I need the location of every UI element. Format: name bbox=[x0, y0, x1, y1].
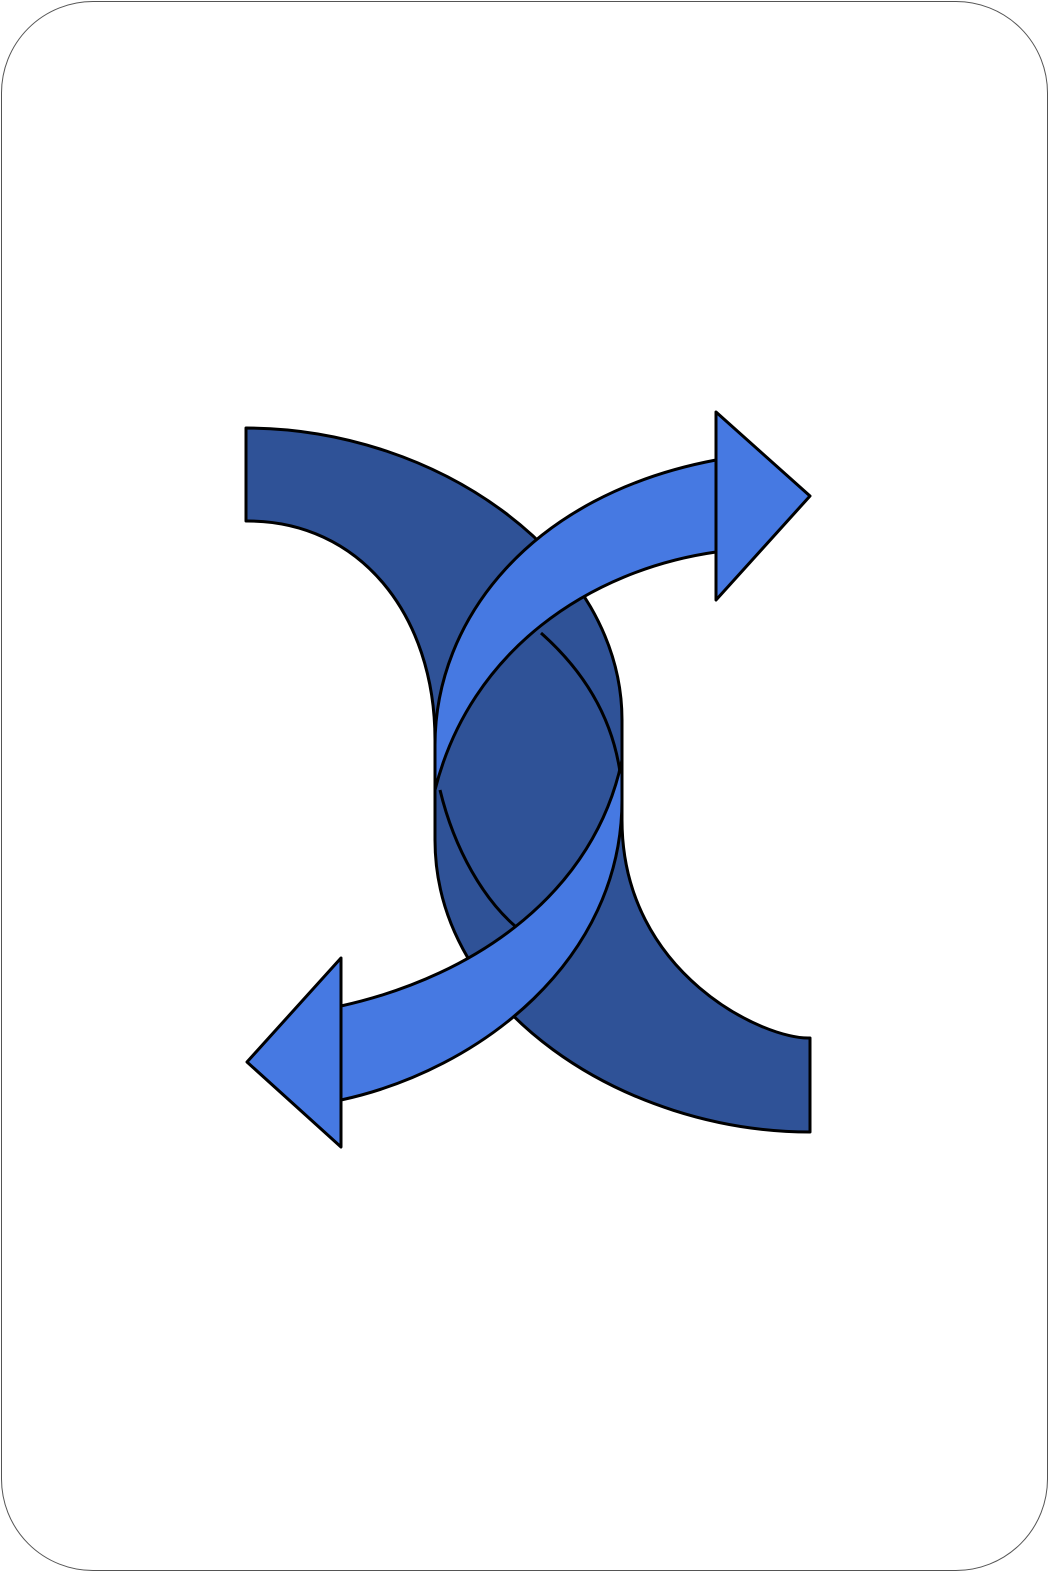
crossing-line-lower bbox=[438, 789, 516, 928]
crossing-line-upper bbox=[540, 631, 622, 773]
arrow-head-down-left bbox=[245, 956, 343, 1149]
arrow-head-up-right bbox=[714, 410, 812, 602]
front-arrow-band bbox=[433, 458, 718, 792]
